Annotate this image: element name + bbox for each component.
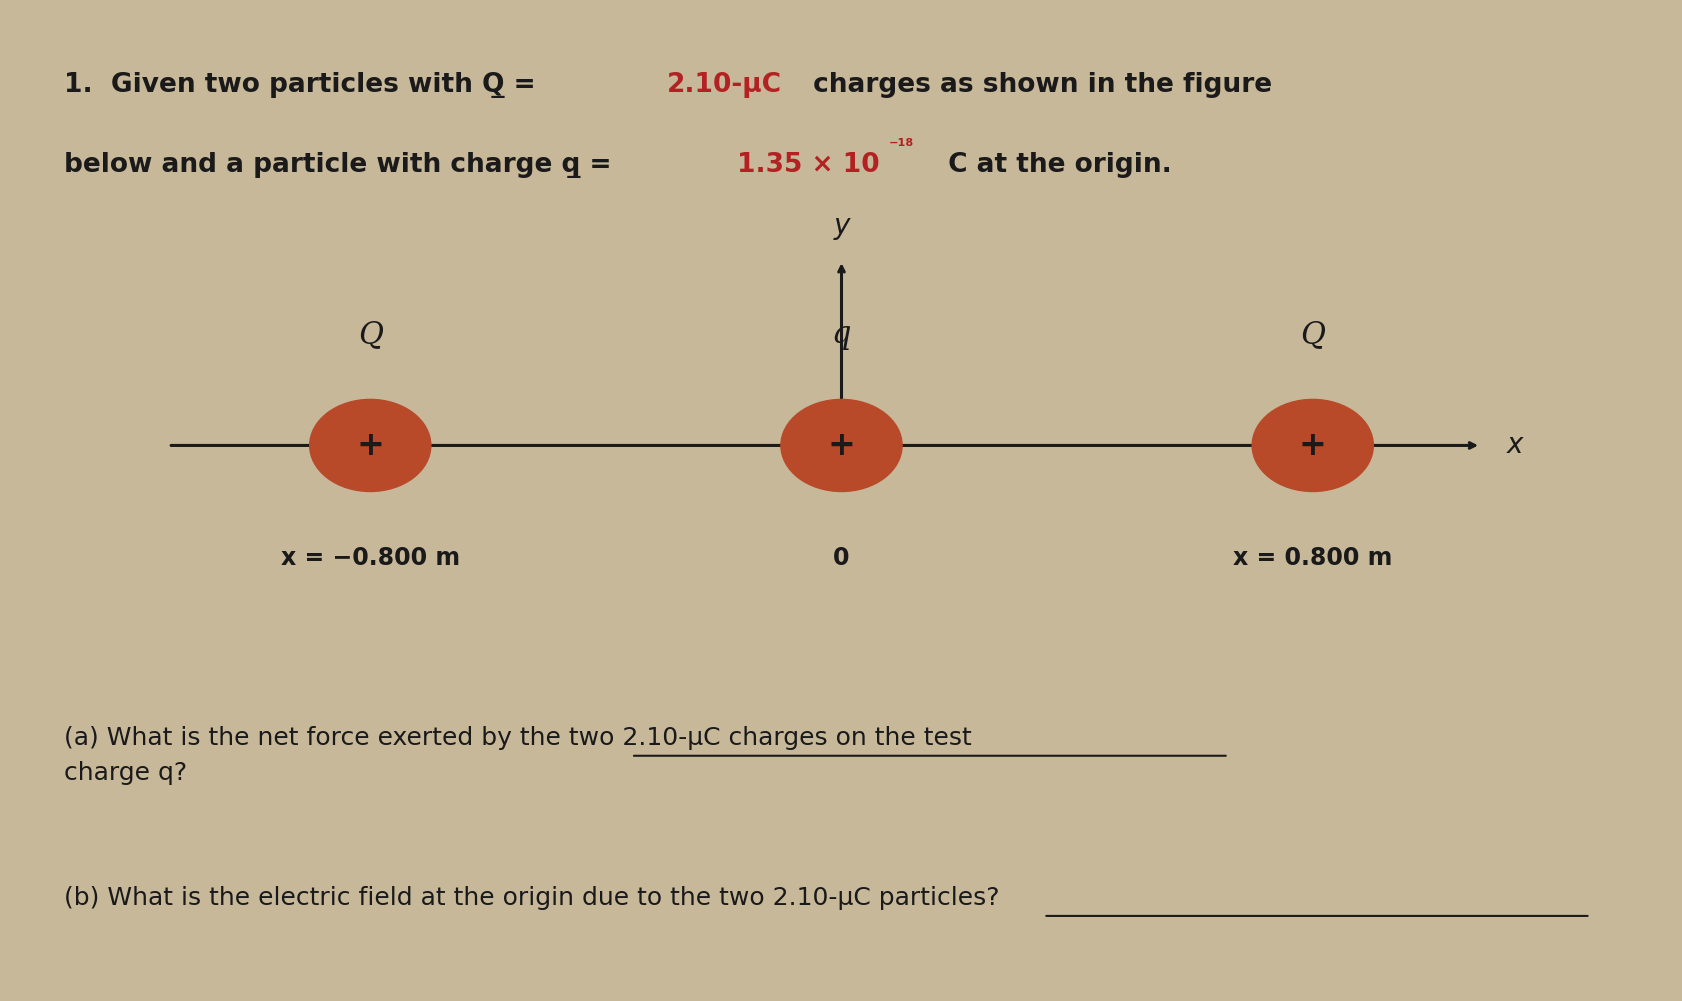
Text: 1.35 × 10: 1.35 × 10 [737,152,880,178]
Text: x: x [1505,431,1522,459]
Ellipse shape [1251,399,1373,491]
Text: 2.10-μC: 2.10-μC [666,72,780,98]
Text: (a) What is the net force exerted by the two 2.10-μC charges on the test
charge : (a) What is the net force exerted by the… [64,726,971,785]
Text: below and a particle with charge q̲ =: below and a particle with charge q̲ = [64,152,621,178]
Text: y: y [833,212,849,240]
Text: x = −0.800 m: x = −0.800 m [281,546,459,570]
Text: +: + [1299,429,1325,461]
Text: +: + [357,429,383,461]
Text: Q: Q [1300,319,1324,350]
Text: x = 0.800 m: x = 0.800 m [1233,546,1391,570]
Ellipse shape [780,399,902,491]
Text: charges as shown in the figure: charges as shown in the figure [804,72,1272,98]
Text: 0: 0 [833,546,849,570]
Text: q: q [831,319,851,350]
Text: +: + [828,429,854,461]
Text: ⁻¹⁸: ⁻¹⁸ [888,138,913,156]
Text: Q: Q [358,319,382,350]
Text: C at the origin.: C at the origin. [939,152,1171,178]
Text: 1.  Given two particles with Q̲ =: 1. Given two particles with Q̲ = [64,72,545,98]
Ellipse shape [309,399,431,491]
Text: (b) What is the electric field at the origin due to the two 2.10-μC particles?: (b) What is the electric field at the or… [64,886,999,910]
